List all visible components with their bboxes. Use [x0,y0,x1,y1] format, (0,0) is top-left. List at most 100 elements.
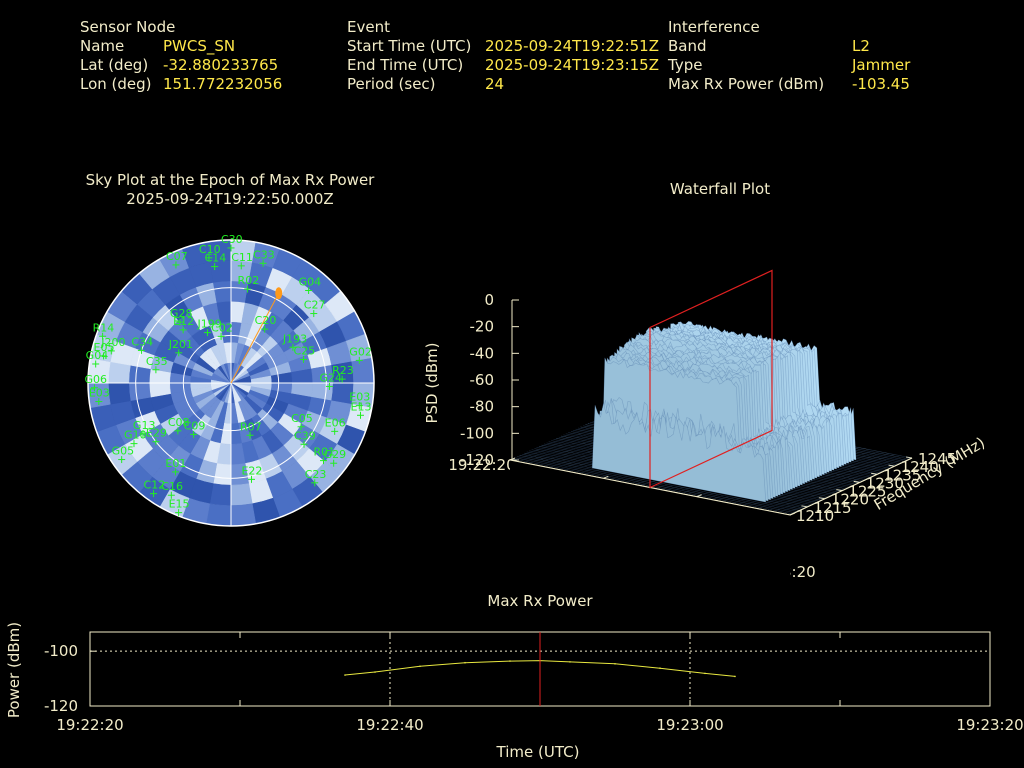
power-point [569,661,571,663]
event-title: Event [347,18,390,36]
satellite: R07 [240,420,262,439]
satellite-label: C14 [205,252,227,265]
satellite-label: C39 [294,429,316,442]
power-y-label: Power (dBm) [5,622,23,718]
wf-freq-tick-label: 1215 [813,499,851,517]
satellite: C02 [211,321,233,340]
satellite: E15 [169,498,190,517]
satellite: E05 [94,341,115,360]
event-end-value: 2025-09-24T19:23:15Z [485,56,659,74]
satellite: G28 [170,307,192,326]
satellite-label: R02 [238,274,260,287]
wf-freq-tick-label: 1245 [918,450,956,468]
wf-freq-tick [905,456,913,459]
satellite-label: G10 [124,429,147,442]
sensor-name-label: Name [80,37,125,55]
satellite-label: R23 [332,364,354,377]
wf-freq-tick [801,505,808,508]
satellite: C34 [131,335,153,354]
satellite-label: G06 [84,373,107,386]
satellite-label: C35 [146,355,168,368]
satellite: C11 [231,251,253,270]
satellite: C16 [161,480,183,499]
power-point [659,667,661,669]
satellite: C20 [255,314,277,333]
satellite: C30 [221,233,243,252]
skyplot-title: Sky Plot at the Epoch of Max Rx Power [85,171,375,189]
wf-freq-tick-label: 1220 [831,491,869,509]
satellite: G29 [324,448,347,467]
interference-band-label: Band [668,37,707,55]
wf-psd-tick-label: -120 [460,451,494,469]
satellite-label: C34 [131,335,153,348]
wf-freq-tick-label: 1240 [901,458,939,476]
power-x-tick-label: 19:23:20 [956,716,1023,734]
satellite: G24 [319,371,342,390]
satellite-label: C11 [231,251,253,264]
wf-surface-strip [522,403,803,510]
satellite-label: C10 [199,243,221,256]
satellite: C14 [205,252,227,271]
event-start-value: 2025-09-24T19:22:51Z [485,37,659,55]
power-y-tick-label: -120 [44,697,78,715]
satellite-label: G04 [86,349,109,362]
satellite-label: G29 [324,448,347,461]
satellite: C09 [184,419,205,438]
satellite-label: G02 [349,345,372,358]
interference-band-value: L2 [852,37,870,55]
interference-title: Interference [668,18,760,36]
sensor-name-value: PWCS_SN [163,37,236,55]
wf-freq-tick-label: 1225 [848,483,886,501]
satellite: J193 [282,332,307,351]
wf-psd-tick-label: 0 [484,291,494,309]
wf-freq-tick [853,480,860,483]
satellite: C08 [168,416,190,435]
satellite: C39 [294,429,316,448]
satellite-label: E03 [89,387,110,400]
satellite: E06 [325,416,346,435]
satellite-label: E13 [351,400,372,413]
satellite: J201 [168,338,193,357]
satellite: R23 [332,364,354,383]
interference-type-value: Jammer [852,56,911,74]
wf-psd-tick-label: -60 [470,371,495,389]
jammer-marker [275,287,283,300]
power-point [344,674,346,676]
satellite-label: E06 [325,416,346,429]
satellite-label: E05 [94,341,115,354]
sensor-lat-label: Lat (deg) [80,56,149,74]
wf-freq-tick-label: 1230 [866,474,904,492]
satellite: G04 [299,275,321,294]
satellite: G02 [349,345,372,364]
satellite: C10 [199,243,221,262]
power-y-tick-label: -100 [44,642,78,660]
sensor-title: Sensor Node [80,18,176,36]
wf-surface [511,320,913,515]
wf-floor-mask [510,460,790,595]
power-point [509,660,511,662]
power-point [419,665,421,668]
satellite-label: J199 [196,318,221,331]
satellite-label: C20 [255,314,277,327]
satellite-label: C27 [304,299,326,312]
sensor-lon-value: 151.772232056 [163,75,283,93]
power-x-tick-label: 19:23:00 [656,716,723,734]
wf-psd-tick-label: -40 [470,344,495,362]
wf-psd-tick-label: -100 [460,424,494,442]
power-title: Max Rx Power [487,592,593,610]
event-start-label: Start Time (UTC) [347,37,472,55]
satellite: C25 [294,344,315,363]
satellite: G04 [86,349,109,368]
satellite-label: C07 [166,250,188,263]
satellite: C12 [144,479,165,498]
interference-power-value: -103.45 [852,75,910,93]
satellite-label: G13 [133,419,156,432]
event-period-label: Period (sec) [347,75,436,93]
satellite-label: C16 [161,480,183,493]
wf-freq-tick [888,464,895,467]
power-x-tick-label: 19:22:40 [356,716,423,734]
satellite-label: J200 [100,336,125,349]
satellite-label: C30 [221,233,243,246]
